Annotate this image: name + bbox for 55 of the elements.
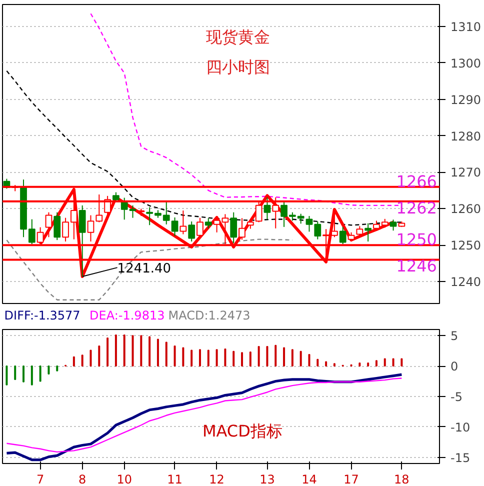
- x-tick-label: 14: [302, 472, 317, 486]
- x-tick-label: 17: [344, 472, 359, 486]
- y-tick-label: 1240: [450, 275, 482, 290]
- ref-line-label: 1246: [396, 256, 437, 276]
- y-tick-label: -5: [450, 390, 462, 404]
- text: 四小时图: [206, 57, 270, 76]
- candlestick: [54, 212, 61, 241]
- candlestick: [264, 196, 271, 220]
- y-tick-label: 1260: [450, 202, 482, 216]
- y-tick-label: 1310: [450, 20, 482, 34]
- text: DIFF:-1.3577: [4, 308, 80, 322]
- candlestick: [45, 212, 52, 238]
- series-label: MACD:1.2473: [168, 308, 250, 322]
- candlestick: [196, 217, 204, 238]
- annotation: 1241.40: [117, 262, 172, 277]
- line-series: [5, 373, 403, 462]
- line-series: [6, 378, 402, 453]
- candlestick: [204, 218, 212, 229]
- candlestick: [78, 204, 86, 278]
- text: DEA:-1.9813: [90, 308, 165, 322]
- ref-line-label: 1266: [396, 172, 437, 191]
- candlestick: [180, 210, 187, 235]
- x-tick-label: 18: [394, 472, 410, 486]
- x-tick-label: 8: [78, 472, 86, 486]
- candlestick: [390, 219, 397, 232]
- y-tick-label: -15: [450, 450, 470, 465]
- x-tick-label: 10: [116, 472, 132, 486]
- y-tick-label: 5: [450, 329, 458, 344]
- annotation: MACD指标: [202, 422, 282, 441]
- ref-line-label: 1250: [396, 230, 437, 250]
- candlestick: [238, 218, 246, 240]
- y-tick-label: 1250: [450, 238, 482, 253]
- ref-line-label: 1262: [396, 198, 437, 218]
- candlestick: [348, 232, 355, 242]
- candlestick: [356, 226, 364, 237]
- candlestick: [364, 222, 372, 242]
- candlestick: [230, 212, 238, 244]
- y-tick-label: 1300: [450, 56, 482, 70]
- text: 现货黄金: [206, 27, 270, 46]
- y-tick-label: 1270: [450, 166, 482, 180]
- y-tick-label: 1280: [450, 129, 482, 144]
- line-series: [6, 238, 294, 300]
- x-tick-label: 13: [260, 472, 275, 486]
- y-tick-label: -10: [450, 420, 470, 434]
- y-tick-label: 1290: [450, 92, 482, 107]
- y-tick-label: 0: [450, 360, 458, 374]
- x-tick-label: 12: [209, 472, 224, 486]
- candlestick: [112, 192, 120, 202]
- candlestick: [339, 226, 346, 245]
- candlestick: [188, 220, 196, 242]
- candlestick: [171, 216, 178, 237]
- x-tick-label: 7: [36, 472, 44, 486]
- x-tick-label: 11: [167, 472, 182, 486]
- candlestick: [213, 215, 220, 233]
- candlestick: [246, 219, 254, 230]
